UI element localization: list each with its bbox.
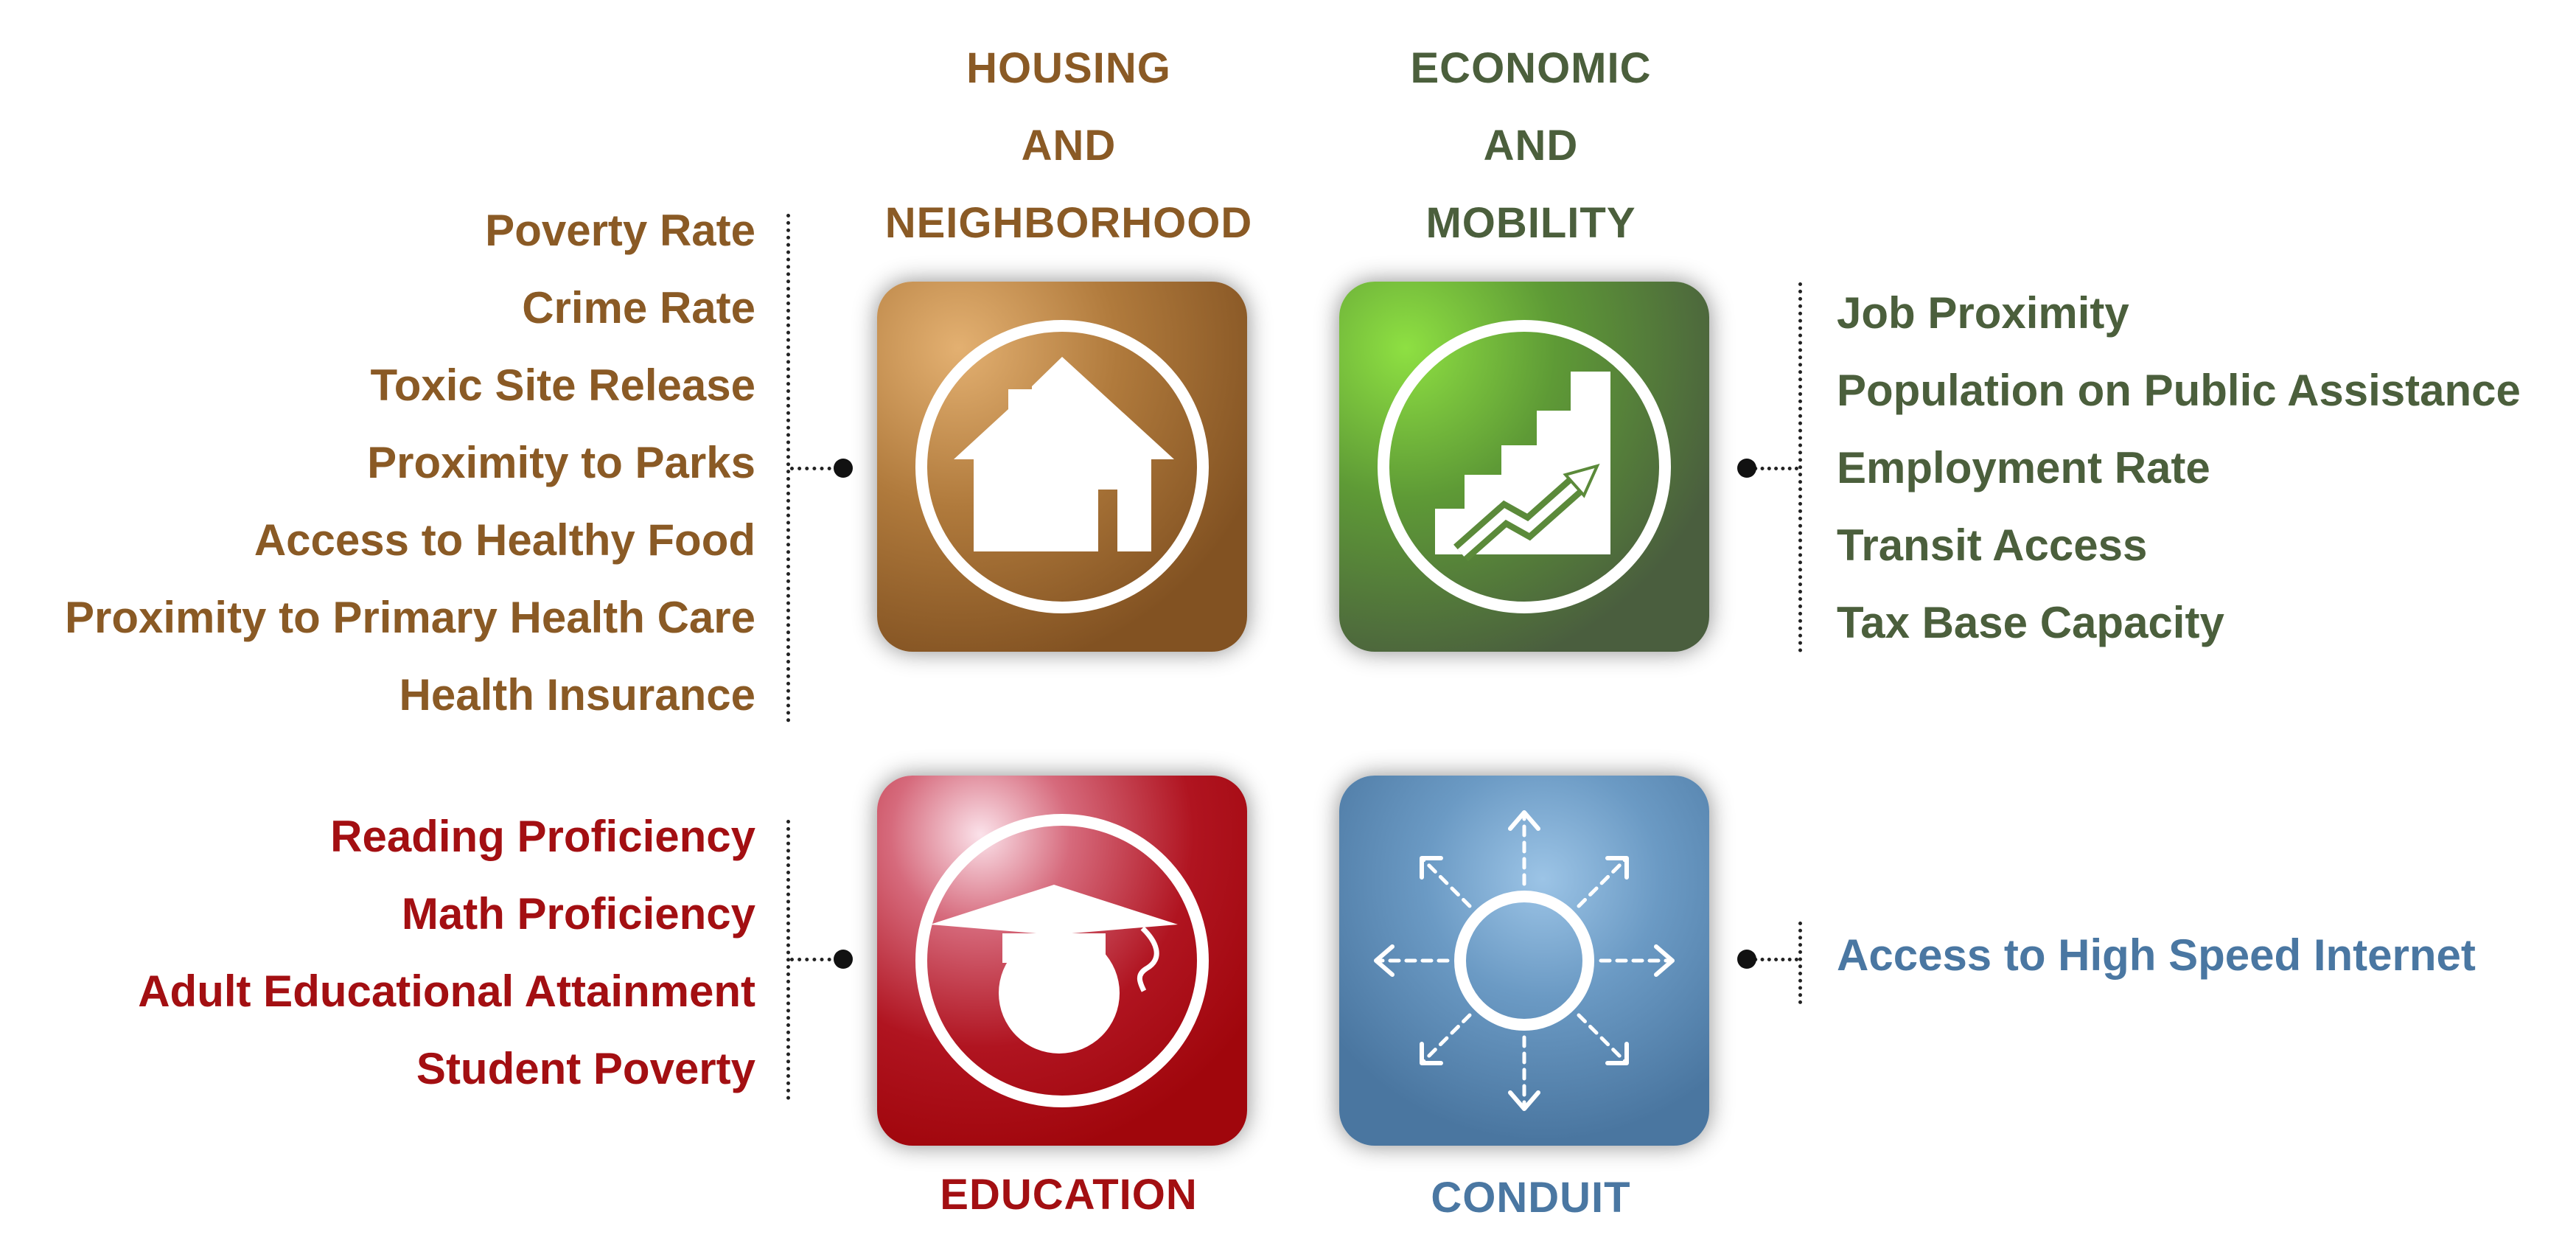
title-line: AND [1021,122,1117,170]
list-item: Access to Healthy Food [254,515,755,565]
title-line: CONDUIT [1431,1174,1631,1222]
graduation-cap-icon [915,814,1209,1107]
list-item: Access to High Speed Internet [1837,930,2476,980]
economic-tile [1339,282,1709,652]
housing-title: HOUSING AND NEIGHBORHOOD [833,29,1305,262]
list-item: Proximity to Primary Health Care [64,593,755,642]
title-line: NEIGHBORHOOD [884,199,1253,247]
conduit-tile [1339,776,1709,1146]
title-line: ECONOMIC [1410,44,1652,92]
list-item: Toxic Site Release [370,361,755,410]
list-item: Health Insurance [399,670,756,720]
radiating-arrows-icon [1374,810,1675,1111]
education-indicator-list: Reading Proficiency Math Proficiency Adu… [138,798,755,1107]
list-item: Poverty Rate [485,206,755,255]
conduit-title: CONDUIT [1295,1159,1767,1236]
list-item: Employment Rate [1837,443,2210,492]
list-item: Crime Rate [522,283,755,332]
rising-stairs-chart-icon [1378,320,1671,613]
title-line: AND [1483,122,1579,170]
list-item: Reading Proficiency [330,812,755,861]
economic-indicator-list: Job Proximity Population on Public Assis… [1837,274,2521,661]
list-item: Adult Educational Attainment [138,967,755,1016]
list-item: Tax Base Capacity [1837,598,2224,647]
title-line: HOUSING [966,44,1171,92]
list-item: Population on Public Assistance [1837,366,2521,415]
list-item: Student Poverty [416,1044,755,1093]
list-item: Transit Access [1837,520,2148,570]
house-icon [915,320,1209,613]
list-item: Proximity to Parks [367,438,755,487]
economic-title: ECONOMIC AND MOBILITY [1295,29,1767,262]
conduit-indicator-list: Access to High Speed Internet [1837,916,2476,994]
housing-tile [877,282,1247,652]
title-line: MOBILITY [1425,199,1636,247]
education-title: EDUCATION [833,1156,1305,1233]
list-item: Job Proximity [1837,288,2129,338]
list-item: Math Proficiency [401,889,755,939]
education-tile [877,776,1247,1146]
housing-indicator-list: Poverty Rate Crime Rate Toxic Site Relea… [65,192,755,734]
title-line: EDUCATION [940,1171,1198,1219]
